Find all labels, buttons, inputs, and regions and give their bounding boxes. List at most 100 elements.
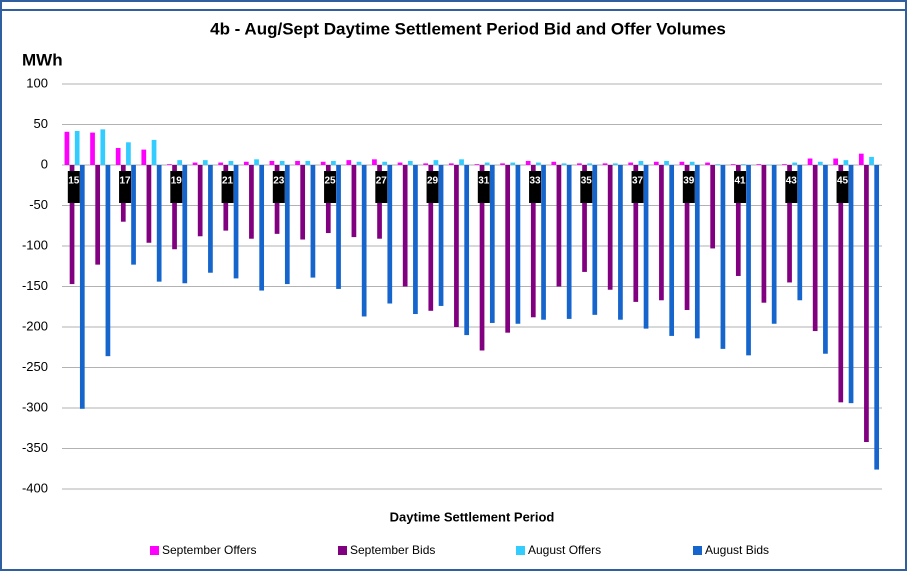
- bar: [797, 165, 803, 301]
- bar: [69, 165, 75, 285]
- bar: [428, 165, 434, 311]
- x-tick-label: 21: [222, 176, 234, 187]
- bar: [382, 161, 388, 165]
- bar: [766, 165, 772, 166]
- y-tick-label: -250: [22, 359, 48, 374]
- bar: [90, 132, 95, 165]
- bar: [515, 165, 521, 324]
- bar: [689, 161, 695, 165]
- bar: [792, 162, 798, 165]
- y-tick-label: -100: [22, 237, 48, 252]
- legend-label: September Offers: [162, 543, 257, 557]
- x-tick-label: 45: [837, 176, 849, 187]
- bar: [653, 161, 659, 165]
- bar: [536, 162, 541, 165]
- bar: [612, 163, 618, 165]
- bar: [628, 162, 634, 165]
- bar: [356, 161, 362, 165]
- bar: [351, 165, 357, 238]
- category-label-box: [785, 171, 798, 203]
- legend-swatch: [338, 546, 347, 555]
- bar: [638, 160, 644, 165]
- x-tick-label: 37: [632, 176, 644, 187]
- bar: [807, 158, 813, 165]
- bar: [146, 165, 152, 243]
- bar: [167, 164, 172, 165]
- bar: [817, 161, 823, 165]
- bar: [126, 142, 131, 165]
- y-tick-label: -350: [22, 440, 48, 455]
- chart-title: 4b - Aug/Sept Daytime Settlement Period …: [210, 19, 726, 38]
- bar: [587, 163, 593, 165]
- bar: [115, 147, 121, 165]
- bar: [361, 165, 367, 317]
- bar: [838, 165, 844, 403]
- y-tick-label: 100: [26, 75, 48, 90]
- bar: [202, 160, 208, 165]
- bar: [710, 165, 716, 249]
- bar: [182, 165, 188, 284]
- bar: [741, 164, 746, 165]
- bar: [864, 165, 869, 443]
- legend-swatch: [693, 546, 702, 555]
- bar: [602, 163, 608, 165]
- category-label-box: [375, 171, 388, 203]
- bar: [715, 164, 721, 165]
- bar: [320, 161, 326, 165]
- bar: [156, 165, 162, 282]
- bar: [607, 165, 613, 290]
- bar: [464, 165, 470, 336]
- bar: [669, 165, 675, 336]
- bar: [684, 165, 690, 310]
- bar: [423, 163, 429, 165]
- bar: [679, 161, 685, 165]
- x-tick-label: 17: [120, 176, 132, 187]
- bar: [95, 165, 101, 265]
- legend-swatch: [516, 546, 525, 555]
- bar: [192, 162, 198, 165]
- category-label-box: [682, 171, 695, 203]
- bar: [448, 163, 454, 165]
- category-label-box: [631, 171, 644, 203]
- bar: [664, 160, 669, 165]
- legend-swatch: [150, 546, 159, 555]
- bar: [869, 156, 874, 165]
- y-tick-label: 50: [34, 116, 48, 131]
- x-tick-label: 27: [376, 176, 388, 187]
- category-label-box: [734, 171, 747, 203]
- bar: [787, 165, 792, 283]
- bar: [541, 165, 546, 320]
- bar: [79, 165, 85, 409]
- bar: [746, 165, 751, 356]
- y-tick-label: -150: [22, 278, 48, 293]
- x-tick-label: 33: [530, 176, 542, 187]
- bar: [556, 165, 562, 287]
- legend-label: August Bids: [705, 543, 769, 557]
- bar: [305, 160, 311, 165]
- bar: [336, 165, 341, 289]
- x-tick-label: 15: [68, 176, 80, 187]
- bar: [505, 165, 511, 333]
- bar: [833, 158, 839, 165]
- bar: [489, 165, 495, 323]
- bar: [197, 165, 203, 237]
- bar: [64, 131, 70, 165]
- x-tick-label: 39: [683, 176, 695, 187]
- bar: [254, 159, 259, 165]
- bar: [310, 165, 316, 278]
- bar: [756, 164, 762, 165]
- bar: [771, 165, 777, 324]
- bar: [402, 165, 408, 287]
- legend-label: September Bids: [350, 543, 435, 557]
- bar: [812, 165, 818, 332]
- bar: [659, 165, 664, 301]
- category-label-box: [529, 171, 542, 203]
- bar: [279, 160, 285, 165]
- bar: [218, 162, 224, 165]
- bar: [459, 159, 464, 165]
- x-tick-label: 19: [171, 176, 183, 187]
- bar: [848, 165, 854, 404]
- bar: [566, 165, 572, 319]
- bar: [331, 160, 336, 165]
